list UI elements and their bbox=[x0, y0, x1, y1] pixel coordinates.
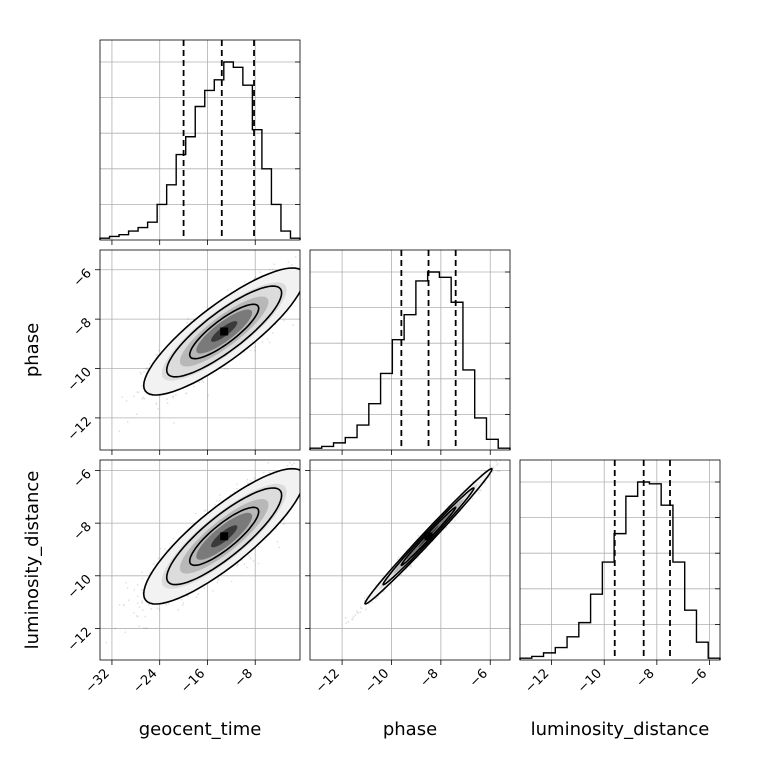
x-axis-label-phase: phase bbox=[383, 719, 437, 740]
x-tick-label: −6 bbox=[467, 666, 491, 690]
contour-1 bbox=[165, 487, 283, 586]
scatter-points bbox=[344, 460, 501, 624]
y-tick-label: −8 bbox=[71, 519, 95, 543]
y-tick-label: −10 bbox=[65, 572, 95, 602]
axes-frame bbox=[519, 459, 721, 661]
density-peak bbox=[220, 532, 229, 541]
x-tick-label: −32 bbox=[83, 666, 113, 696]
y-axis-label-luminosity_distance: luminosity_distance bbox=[22, 471, 43, 650]
x-axis-label-luminosity_distance: luminosity_distance bbox=[531, 719, 710, 740]
y-tick-label: −6 bbox=[71, 467, 95, 491]
x-tick-label: −10 bbox=[362, 666, 392, 696]
histogram-step-luminosity_distance bbox=[519, 481, 721, 660]
y-tick-label: −8 bbox=[71, 315, 95, 339]
histogram-step-geocent_time bbox=[99, 61, 301, 240]
x-tick-label: −8 bbox=[232, 666, 256, 690]
scatter-panel-luminosity_distance_vs_geocent_time: −32 −24 −16 −8 −6 −8 −10 −12 bbox=[65, 459, 301, 696]
x-axis-label-geocent_time: geocent_time bbox=[139, 719, 262, 740]
contour-1 bbox=[382, 487, 475, 586]
y-tick-label: −12 bbox=[65, 414, 95, 444]
contour-2 bbox=[400, 506, 457, 567]
contour-0 bbox=[142, 467, 300, 605]
hist-panel-luminosity_distance: −12 −10 −8 −6 bbox=[519, 459, 721, 696]
y-tick-label: −6 bbox=[71, 266, 95, 290]
x-tick-label: −12 bbox=[313, 666, 343, 696]
density-peak bbox=[424, 532, 433, 541]
axes-frame bbox=[99, 39, 301, 241]
hist-panel-phase bbox=[309, 249, 511, 455]
x-tick-label: −10 bbox=[575, 666, 605, 696]
x-tick-label: −24 bbox=[131, 666, 161, 696]
scatter-panel-luminosity_distance_vs_phase: −12 −10 −8 −6 bbox=[305, 459, 511, 696]
contour-0 bbox=[142, 267, 300, 396]
scatter-points bbox=[105, 460, 300, 644]
axes-frame bbox=[309, 249, 511, 451]
contour-2 bbox=[188, 506, 260, 567]
axes-frame bbox=[99, 459, 301, 661]
contour-1 bbox=[165, 285, 283, 378]
axes-frame bbox=[309, 459, 511, 661]
x-tick-label: −6 bbox=[686, 666, 710, 690]
histogram-step-phase bbox=[309, 271, 511, 450]
contour-0 bbox=[364, 467, 493, 605]
density-peak bbox=[220, 327, 229, 336]
x-tick-label: −16 bbox=[178, 666, 208, 696]
y-axis-label-phase: phase bbox=[22, 323, 43, 377]
y-tick-label: −12 bbox=[65, 625, 95, 655]
y-tick-label: −10 bbox=[65, 365, 95, 395]
contour-2 bbox=[188, 303, 260, 360]
hist-panel-geocent_time bbox=[99, 39, 301, 245]
x-tick-label: −12 bbox=[522, 666, 552, 696]
scatter-panel-phase_vs_geocent_time: −6 −8 −10 −12 bbox=[65, 249, 301, 455]
axes-frame bbox=[99, 249, 301, 451]
x-tick-label: −8 bbox=[634, 666, 658, 690]
x-tick-label: −8 bbox=[418, 666, 442, 690]
scatter-points bbox=[118, 256, 300, 432]
